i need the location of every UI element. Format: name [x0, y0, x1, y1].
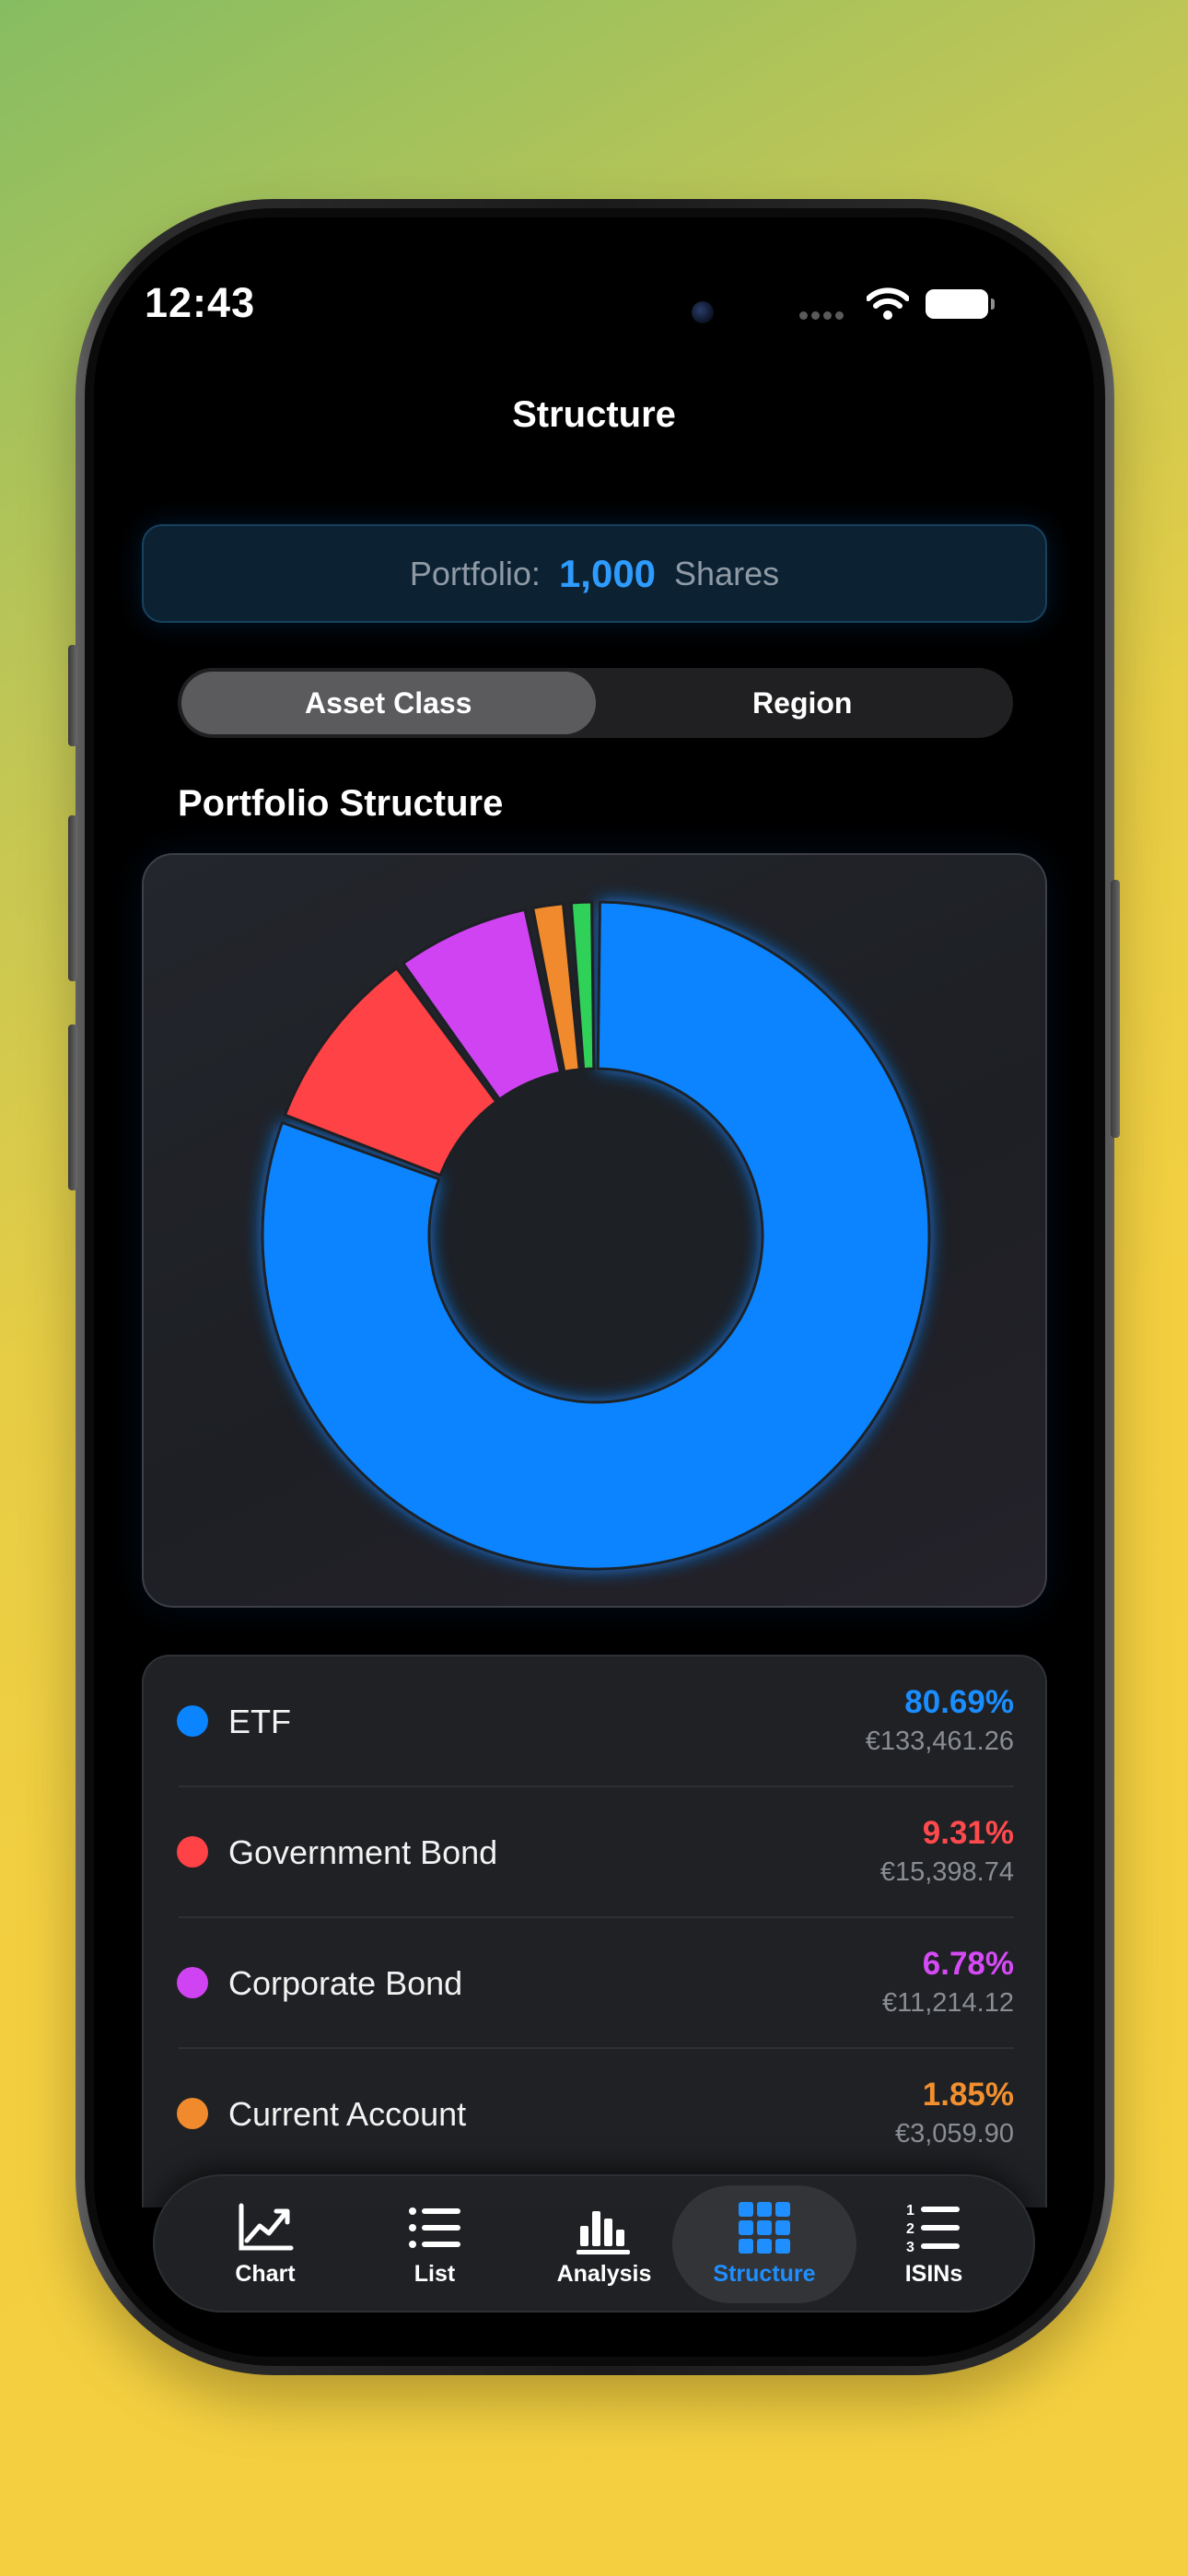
- legend-dot: [177, 1705, 208, 1737]
- legend-amount: €3,059.90: [894, 2119, 1014, 2149]
- legend-percent: 1.85%: [922, 2077, 1014, 2113]
- donut-slice-government-bond[interactable]: [283, 966, 498, 1177]
- tab-label: Chart: [235, 2261, 296, 2287]
- line-chart-icon: [239, 2203, 294, 2251]
- grid-icon: [739, 2202, 790, 2254]
- legend-name: Government Bond: [228, 1833, 498, 1871]
- cellular-icon: [799, 308, 851, 320]
- tab-label: Structure: [713, 2261, 816, 2287]
- legend-name: Corporate Bond: [228, 1964, 463, 2002]
- list-item[interactable]: Current Account 1.85% €3,059.90: [144, 2049, 1045, 2180]
- svg-text:1: 1: [906, 2203, 914, 2219]
- svg-text:2: 2: [906, 2221, 914, 2237]
- portfolio-shares-value: 1,000: [558, 551, 657, 595]
- volume-up-button: [68, 815, 77, 981]
- legend-list: ETF 80.69% €133,461.26 Government Bond 9…: [142, 1655, 1047, 2207]
- list-icon: [409, 2207, 460, 2248]
- tab-label: Analysis: [556, 2261, 652, 2287]
- donut-chart: [261, 900, 931, 1571]
- tab-label: ISINs: [904, 2261, 963, 2287]
- legend-name: Current Account: [228, 2095, 467, 2133]
- portfolio-label: Portfolio:: [409, 554, 541, 592]
- donut-slice-corporate-bond[interactable]: [402, 907, 562, 1101]
- svg-text:3: 3: [906, 2240, 914, 2255]
- legend-dot: [177, 1967, 208, 1998]
- list-item[interactable]: Corporate Bond 6.78% €11,214.12: [144, 1918, 1045, 2049]
- legend-amount: €11,214.12: [882, 1988, 1014, 2018]
- legend-percent: 9.31%: [922, 1815, 1014, 1851]
- wifi-icon: [867, 287, 909, 320]
- page-title: Structure: [512, 394, 676, 435]
- donut-slice-etf[interactable]: [261, 900, 931, 1571]
- list-item[interactable]: ETF 80.69% €133,461.26: [144, 1657, 1045, 1787]
- bar-chart-icon: [577, 2211, 630, 2254]
- legend-percent: 80.69%: [904, 1684, 1014, 1720]
- donut-slice-other[interactable]: [569, 900, 596, 1071]
- power-button: [1111, 880, 1120, 1138]
- battery-icon: [926, 289, 995, 319]
- tab-structure[interactable]: Structure: [672, 2185, 856, 2303]
- donut-hole: [430, 1070, 762, 1401]
- portfolio-summary[interactable]: Portfolio: 1,000 Shares: [142, 524, 1047, 623]
- legend-amount: €133,461.26: [865, 1727, 1014, 1756]
- legend-dot: [177, 2098, 208, 2129]
- divider: [179, 1916, 1014, 1918]
- list-item[interactable]: Government Bond 9.31% €15,398.74: [144, 1787, 1045, 1918]
- volume-down-button: [68, 1025, 77, 1190]
- divider: [179, 1786, 1014, 1787]
- section-title: Portfolio Structure: [178, 783, 504, 824]
- segment-asset-class[interactable]: Asset Class: [181, 672, 596, 734]
- status-time: 12:43: [145, 279, 256, 326]
- tab-isins[interactable]: 1 2 3 ISINs: [842, 2185, 1026, 2303]
- legend-name: ETF: [228, 1703, 291, 1740]
- tab-analysis[interactable]: Analysis: [512, 2185, 696, 2303]
- tab-bar: Chart List Analysis Structure 1 2: [153, 2174, 1035, 2313]
- numbered-list-icon: 1 2 3: [906, 2203, 960, 2255]
- legend-amount: €15,398.74: [879, 1857, 1014, 1887]
- segmented-control: Asset Class Region: [178, 668, 1013, 738]
- segment-region[interactable]: Region: [752, 685, 853, 720]
- action-button: [68, 645, 77, 746]
- front-camera: [692, 301, 714, 323]
- donut-slice-current-account[interactable]: [531, 902, 581, 1073]
- tab-chart[interactable]: Chart: [173, 2185, 357, 2303]
- tab-list[interactable]: List: [343, 2185, 527, 2303]
- portfolio-unit: Shares: [674, 554, 780, 592]
- legend-dot: [177, 1836, 208, 1868]
- divider: [179, 2047, 1014, 2049]
- legend-percent: 6.78%: [922, 1946, 1014, 1982]
- tab-label: List: [413, 2261, 456, 2287]
- chart-card: [142, 853, 1047, 1608]
